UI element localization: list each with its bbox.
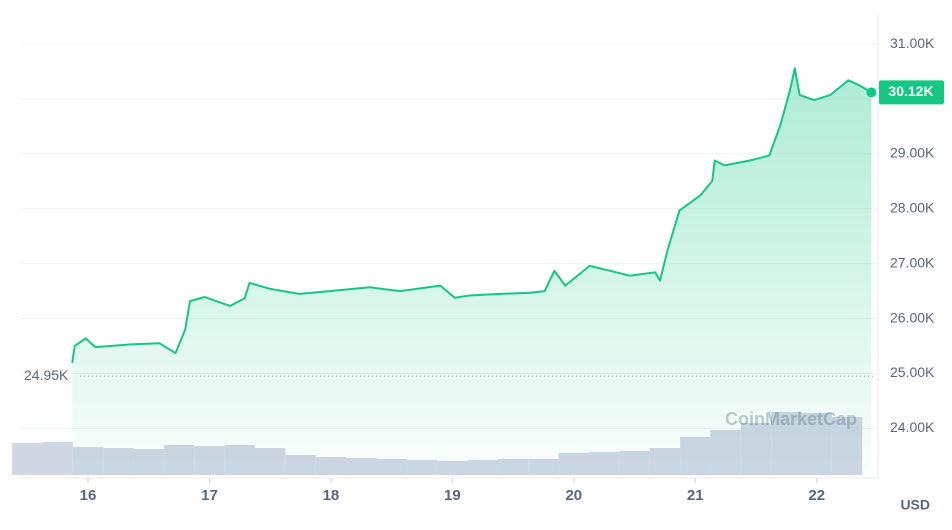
volume-bar bbox=[42, 442, 73, 475]
y-tick-label: 31.00K bbox=[890, 35, 935, 51]
last-point bbox=[866, 87, 877, 98]
current-price-label: 30.12K bbox=[888, 83, 933, 99]
reference-label: 24.95K bbox=[24, 367, 69, 383]
y-tick-label: 29.00K bbox=[890, 145, 935, 161]
y-tick-label: 28.00K bbox=[890, 199, 935, 215]
y-tick-label: 25.00K bbox=[890, 364, 935, 380]
x-tick-label: 21 bbox=[687, 487, 704, 504]
x-tick-label: 18 bbox=[323, 487, 340, 504]
x-tick-label: 19 bbox=[444, 487, 461, 504]
volume-bar bbox=[12, 443, 43, 475]
y-tick-label: 26.00K bbox=[890, 309, 935, 325]
unit-label: USD bbox=[900, 497, 930, 513]
price-line bbox=[71, 67, 872, 364]
x-tick-label: 16 bbox=[80, 487, 97, 504]
current-price-box bbox=[879, 80, 944, 105]
x-tick-label: 20 bbox=[565, 487, 582, 504]
x-tick-label: 17 bbox=[201, 487, 218, 504]
price-area bbox=[72, 68, 872, 475]
y-tick-label: 24.00K bbox=[890, 419, 935, 435]
y-tick-label: 27.00K bbox=[890, 254, 935, 270]
x-tick-label: 22 bbox=[808, 487, 825, 504]
